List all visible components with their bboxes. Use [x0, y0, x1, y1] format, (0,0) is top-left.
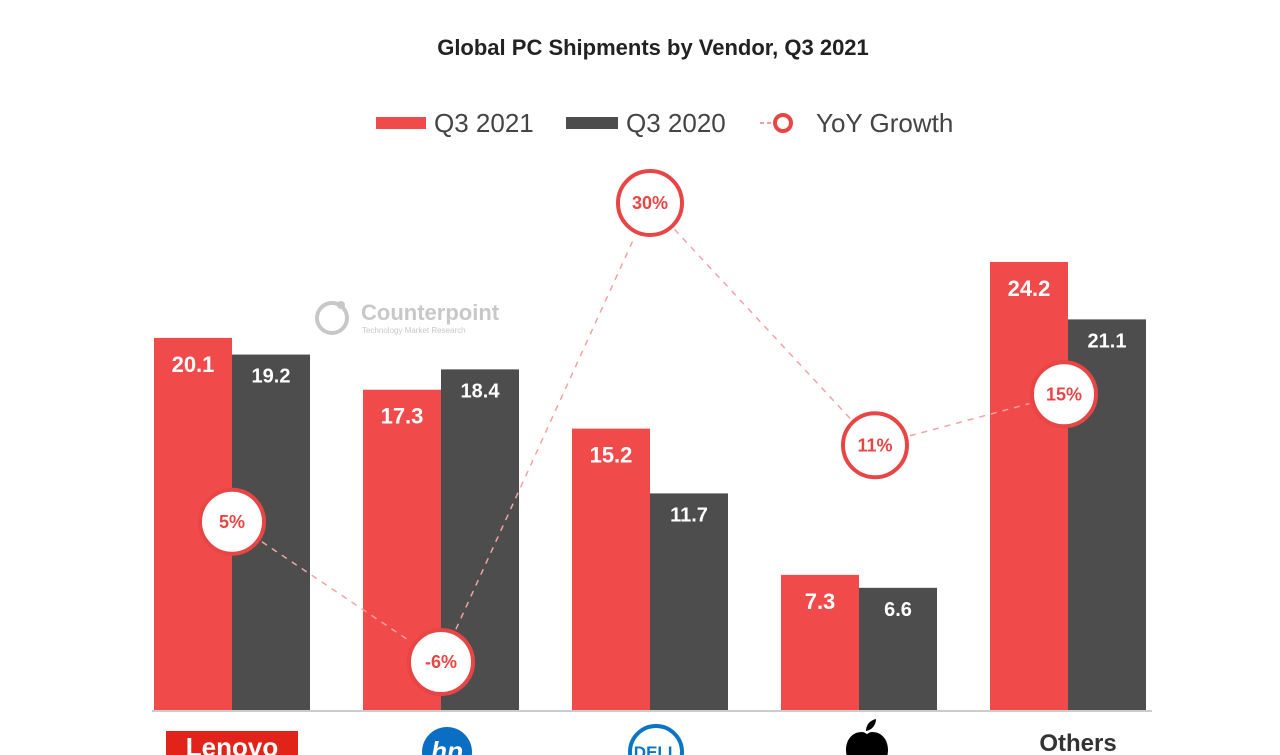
legend-swatch-q3-2020 [566, 117, 618, 129]
lenovo-logo: Lenovo [166, 731, 298, 755]
watermark: Counterpoint Technology Market Research [315, 300, 500, 335]
hp-logo-text: hp [431, 736, 463, 755]
yoy-label-apple: 11% [857, 435, 892, 455]
yoy-marker-hp [407, 628, 475, 696]
data-label-hp-q3-2020: 18.4 [461, 380, 501, 402]
chart-title: Global PC Shipments by Vendor, Q3 2021 [437, 35, 869, 60]
hp-logo: hp [422, 727, 472, 755]
bar-apple-q3-2020 [859, 587, 937, 710]
yoy-connector-1 [261, 541, 412, 643]
yoy-connector-2 [455, 235, 636, 630]
data-label-apple-q3-2021: 7.3 [805, 589, 836, 614]
data-label-lenovo-q3-2021: 20.1 [172, 352, 215, 377]
legend-label-q3-2020: Q3 2020 [626, 108, 726, 138]
yoy-label-others: 15% [1046, 384, 1082, 404]
yoy-marker-others [1030, 360, 1098, 429]
yoy-connector-4 [909, 402, 1030, 437]
counterpoint-logo-dot [337, 301, 345, 309]
data-label-dell-q3-2020: 11.7 [670, 504, 708, 526]
bar-dell-q3-2021 [572, 428, 650, 710]
data-label-apple-q3-2020: 6.6 [884, 599, 912, 621]
legend: Q3 2021 Q3 2020 YoY Growth [376, 108, 953, 138]
yoy-series: 5% -6% 30% 11% 15% [198, 169, 1098, 696]
yoy-label-hp: -6% [425, 652, 457, 672]
counterpoint-logo-icon [315, 301, 349, 335]
bar-others-q3-2021 [990, 262, 1068, 710]
legend-label-yoy: YoY Growth [816, 108, 953, 138]
yoy-marker-apple [841, 411, 909, 480]
lenovo-logo-box [166, 731, 298, 755]
legend-label-q3-2021: Q3 2021 [434, 108, 534, 138]
yoy-label-lenovo: 5% [219, 512, 245, 532]
category-label-others: Others [1039, 730, 1116, 755]
data-label-dell-q3-2021: 15.2 [590, 443, 633, 468]
data-label-hp-q3-2021: 17.3 [381, 404, 424, 429]
apple-leaf-shape [866, 719, 876, 731]
legend-swatch-q3-2021 [376, 117, 426, 129]
yoy-connector-3 [673, 228, 852, 420]
bar-dell-q3-2020 [650, 493, 728, 710]
data-label-others-q3-2021: 24.2 [1008, 276, 1051, 301]
yoy-marker-lenovo [198, 487, 266, 556]
lenovo-logo-text: Lenovo [186, 732, 278, 755]
apple-body-shape [846, 732, 888, 755]
watermark-tagline: Technology Market Research [362, 326, 466, 335]
data-label-lenovo-q3-2020: 19.2 [252, 366, 291, 388]
dell-logo-text: DELL [634, 743, 678, 755]
bar-apple-q3-2021 [781, 574, 859, 710]
yoy-marker-dell [616, 169, 684, 237]
hp-logo-circle [422, 727, 472, 755]
watermark-name: Counterpoint [361, 300, 500, 325]
yoy-label-dell: 30% [632, 193, 668, 213]
category-labels: Lenovo hp DELL Others [166, 719, 1117, 755]
dell-logo-circle [628, 724, 684, 755]
legend-yoy-marker [773, 113, 793, 133]
bars: 20.1 19.2 17.3 18.4 15.2 11.7 7.3 6.6 24.2 21.1 [154, 262, 1146, 710]
dell-logo: DELL [628, 724, 684, 755]
data-label-others-q3-2020: 21.1 [1088, 330, 1127, 352]
apple-logo-icon [846, 719, 888, 755]
